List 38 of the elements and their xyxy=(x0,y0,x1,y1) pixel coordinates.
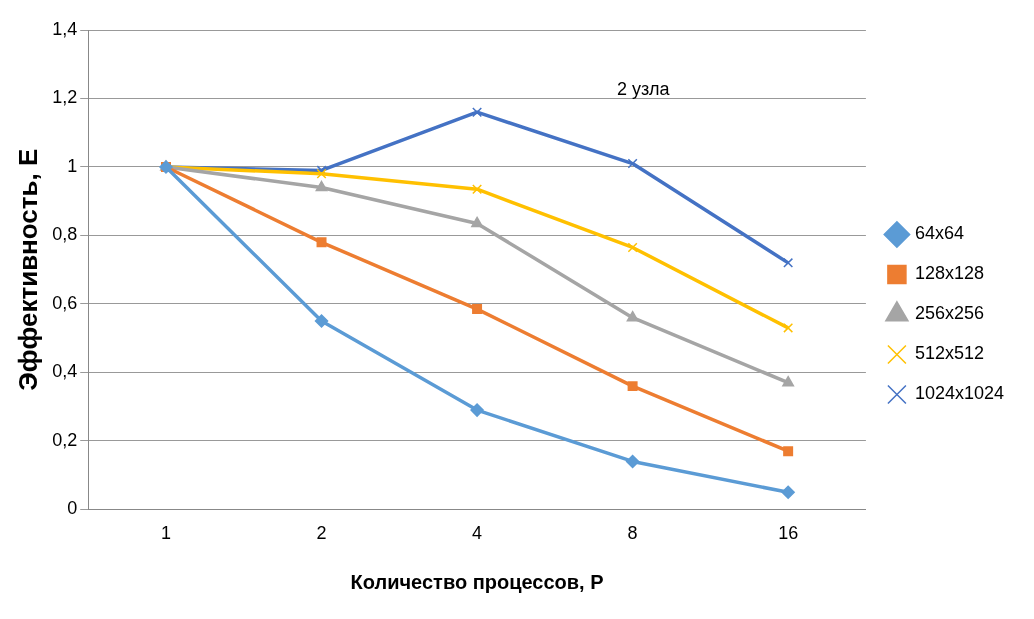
point xyxy=(470,403,484,417)
point xyxy=(627,158,638,169)
point xyxy=(783,322,794,333)
annotation: 2 узла xyxy=(617,78,671,99)
legend-label: 256x256 xyxy=(914,303,984,324)
point xyxy=(627,381,638,392)
y-axis-title: Эффективность, E xyxy=(12,148,43,391)
y-tick-label: 1 xyxy=(67,155,78,176)
point xyxy=(783,446,794,457)
point xyxy=(316,237,327,248)
y-tick-label: 1,2 xyxy=(52,87,78,108)
point xyxy=(626,310,639,322)
point xyxy=(314,314,329,328)
legend-label: 64x64 xyxy=(914,223,964,244)
x-tick-label: 4 xyxy=(472,523,483,544)
x-tick-label: 8 xyxy=(627,523,638,544)
point xyxy=(472,184,483,195)
x-tick-label: 16 xyxy=(778,523,799,544)
y-tick-label: 1,4 xyxy=(52,18,78,39)
legend-label: 1024x1024 xyxy=(914,383,1005,404)
point xyxy=(782,375,795,387)
x-tick-label: 1 xyxy=(160,523,171,544)
y-tick-label: 0,8 xyxy=(52,224,78,245)
point xyxy=(783,257,794,268)
point xyxy=(781,485,795,500)
point xyxy=(627,242,638,253)
y-tick-label: 0 xyxy=(67,498,78,519)
point xyxy=(472,304,483,315)
y-tick-label: 0,6 xyxy=(52,292,78,313)
legend-label: 128x128 xyxy=(914,263,984,284)
y-tick-label: 0,2 xyxy=(52,429,78,450)
x-tick-label: 2 xyxy=(316,523,327,544)
point xyxy=(315,180,328,192)
y-tick-label: 0,4 xyxy=(52,361,78,382)
point xyxy=(625,454,640,469)
point xyxy=(472,107,483,118)
x-axis-title: Количество процессов, P xyxy=(350,570,604,593)
legend-label: 512x512 xyxy=(914,343,984,364)
